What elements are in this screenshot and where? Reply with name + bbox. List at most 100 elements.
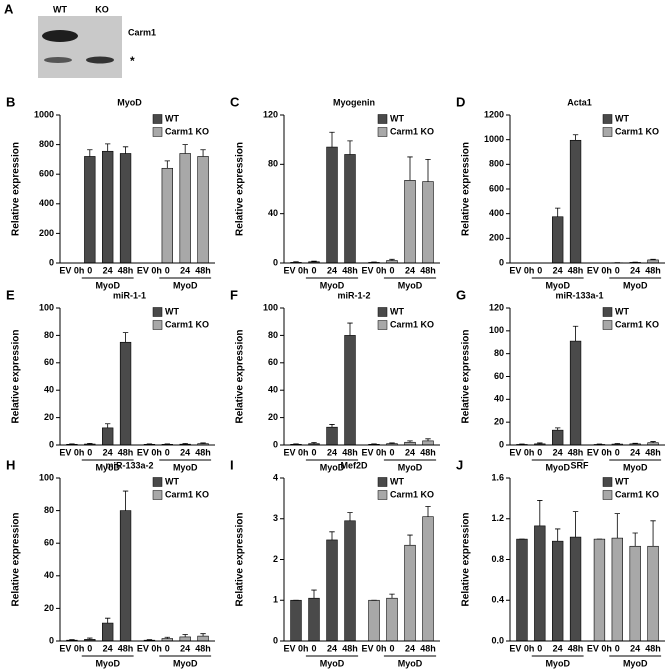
y-tick-label: 1000 [34,109,54,119]
y-tick-label: 80 [44,330,54,340]
y-tick-label: 80 [44,505,54,515]
error-bar [555,528,561,542]
error-bar [164,636,170,639]
bar [344,520,356,642]
x-tick-label: 48h [342,265,358,275]
bar [404,180,416,264]
error-bar [182,144,188,154]
panel-letter: J [456,457,463,472]
legend-label: WT [615,476,629,486]
error-bar [425,506,431,517]
x-tick-label: 24 [103,643,113,653]
bar [326,426,338,446]
band-label: Carm1 [128,27,156,37]
x-tick-label: 0 [389,643,394,653]
bar [422,516,434,642]
x-tick-label: EV 0h [283,265,308,275]
group-label: MyoD [320,658,345,668]
legend-label: Carm1 KO [390,126,434,136]
legend-swatch [602,114,613,124]
error-bar [122,146,129,154]
x-tick-label: 48h [568,643,584,653]
y-tick-label: 100 [39,302,54,312]
bar [516,538,528,642]
error-bar [572,511,579,538]
x-tick-label: 0 [87,447,92,457]
error-bar [555,427,561,431]
x-tick-label: 0 [311,447,316,457]
x-tick-label: 48h [568,447,584,457]
x-tick-label: 48h [420,643,436,653]
x-tick-label: 24 [327,447,337,457]
y-tick-label: 100 [489,325,504,335]
legend-swatch [377,477,388,487]
y-tick-label: 1000 [484,134,504,144]
group-label: MyoD [545,658,570,668]
panel-letter: I [230,457,234,472]
x-tick-label: 24 [405,447,415,457]
axis [283,308,440,446]
error-bar [329,424,335,428]
y-tick-label: 120 [263,109,278,119]
bar [308,597,320,642]
y-axis-label: Relative expression [461,513,472,607]
y-axis-label: Relative expression [11,513,22,607]
error-bar [407,156,413,181]
x-tick-label: 48h [342,447,358,457]
group-label: MyoD [320,462,345,472]
error-bar [650,258,656,260]
bar [344,335,356,446]
blot-band [44,57,72,63]
bar [569,340,582,446]
x-tick-label: 48h [568,265,584,275]
error-bar [200,149,206,157]
x-tick-label: 24 [103,265,113,275]
error-bar [347,322,353,336]
error-bar [347,512,353,521]
error-bar [572,134,579,141]
x-tick-label: 24 [553,265,563,275]
bar [552,540,564,642]
group-label: MyoD [623,462,648,472]
legend-swatch [152,490,163,500]
panel-letter: C [230,94,240,109]
y-tick-label: 80 [268,159,278,169]
legend-label: WT [165,113,179,123]
legend-swatch [152,477,163,487]
bar [179,636,191,642]
error-bar [329,131,335,148]
x-tick-label: 48h [195,643,211,653]
y-tick-label: 1.6 [491,472,504,482]
legend-label: WT [615,113,629,123]
x-tick-label: 24 [180,265,190,275]
group-label: MyoD [623,280,648,290]
bar [344,154,356,264]
x-tick-label: 0 [87,265,92,275]
group-label: MyoD [173,280,198,290]
x-tick-label: EV 0h [361,447,386,457]
x-tick-label: 0 [537,643,542,653]
bar [119,510,132,642]
legend-swatch [377,320,388,330]
x-tick-label: 0 [165,447,170,457]
error-bar [347,140,353,155]
y-tick-label: 1.2 [491,513,504,523]
legend-swatch [152,114,163,124]
error-bar [614,443,620,445]
blot-band [86,56,114,64]
y-axis-label: Relative expression [11,330,22,424]
x-tick-label: EV 0h [509,447,534,457]
y-tick-label: 80 [268,330,278,340]
error-bar [425,159,431,182]
bar [593,538,606,642]
y-tick-label: 800 [39,139,54,149]
bar [647,545,659,642]
x-tick-label: EV 0h [59,643,84,653]
y-tick-label: 200 [39,228,54,238]
y-tick-label: 0 [49,635,54,645]
error-bar [650,520,656,547]
chart-title: MyoD [117,97,142,107]
group-label: MyoD [545,462,570,472]
panel-letter: D [456,94,465,109]
x-tick-label: EV 0h [587,643,612,653]
